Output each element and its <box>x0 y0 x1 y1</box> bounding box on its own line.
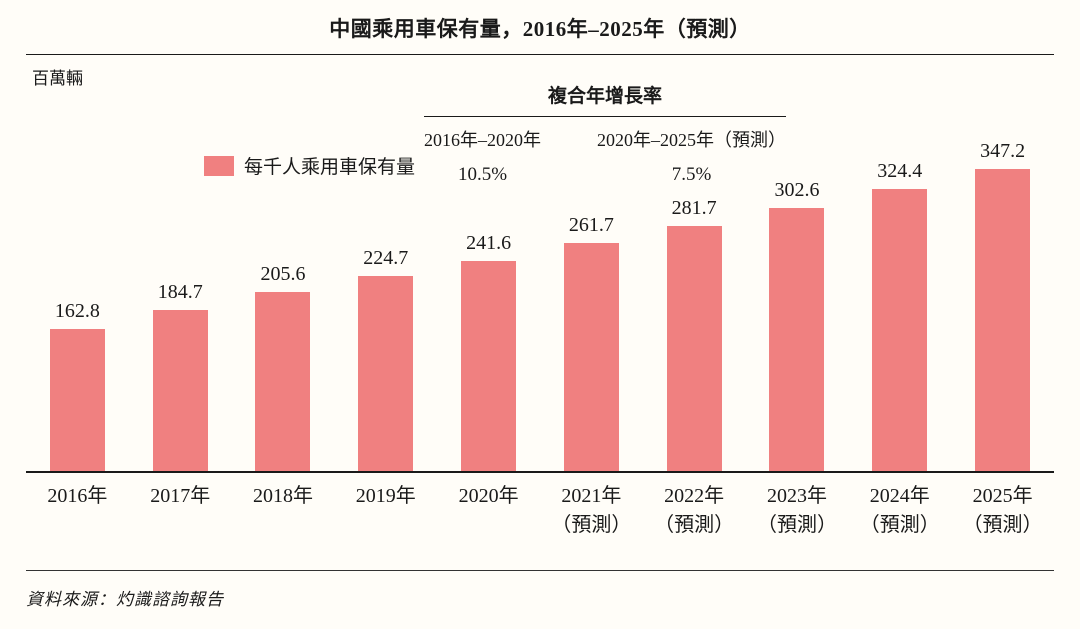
x-label-2022: 2022年 （預測） <box>643 482 746 540</box>
legend: 每千人乘用車保有量 <box>204 152 415 179</box>
x-label-2017: 2017年 <box>129 482 232 540</box>
bar-group-2025: 347.2 <box>951 140 1054 471</box>
x-label-year: 2024年 <box>869 485 930 507</box>
x-label-2020: 2020年 <box>437 482 540 540</box>
x-label-2024: 2024年 （預測） <box>848 482 951 540</box>
x-label-year: 2016年 <box>47 485 108 507</box>
bar-2017 <box>152 310 208 471</box>
bar-2023 <box>769 207 825 471</box>
x-label-2019: 2019年 <box>334 482 437 540</box>
bar-group-2016: 162.8 <box>26 300 129 471</box>
bar-2020 <box>461 260 517 471</box>
bar-value-label: 184.7 <box>157 281 203 304</box>
legend-color-swatch <box>204 155 234 176</box>
cagr-annotation-block: 複合年增長率 2016年–2020年 10.5% 2020年–2025年（預測）… <box>424 81 786 186</box>
x-label-2018: 2018年 <box>232 482 335 540</box>
bottom-rule-divider <box>26 570 1054 571</box>
x-label-year: 2021年 <box>561 485 622 507</box>
top-rule-divider <box>26 54 1054 55</box>
cagr-header: 複合年增長率 <box>424 81 786 117</box>
bar-group-2017: 184.7 <box>129 281 232 471</box>
cagr-range-label: 2016年–2020年 <box>424 130 541 150</box>
bar-group-2020: 241.6 <box>437 232 540 471</box>
legend-label: 每千人乘用車保有量 <box>244 157 416 178</box>
bar-group-2023: 302.6 <box>746 179 849 471</box>
bar-value-label: 302.6 <box>774 178 820 201</box>
bar-value-label: 281.7 <box>671 196 717 219</box>
bar-value-label: 224.7 <box>363 246 409 269</box>
bar-group-2021: 261.7 <box>540 214 643 471</box>
x-label-note: （預測） <box>859 514 940 536</box>
bar-series: 162.8 184.7 205.6 224.7 241.6 261.7 <box>26 140 1054 471</box>
x-label-note: （預測） <box>962 514 1043 536</box>
cagr-percentage: 10.5% <box>457 164 508 185</box>
cagr-period-2020-2025: 2020年–2025年（預測） 7.5% <box>597 126 786 186</box>
bar-value-label: 205.6 <box>260 263 306 286</box>
x-label-2016: 2016年 <box>26 482 129 540</box>
x-label-year: 2022年 <box>664 485 725 507</box>
bar-value-label: 241.6 <box>466 231 512 254</box>
x-label-year: 2025年 <box>972 485 1033 507</box>
x-label-note: （預測） <box>551 514 632 536</box>
bar-value-label: 162.8 <box>54 300 100 323</box>
y-axis-unit-label: 百萬輛 <box>32 69 83 88</box>
bar-group-2024: 324.4 <box>848 160 951 471</box>
bar-2019 <box>358 275 414 471</box>
x-label-2021: 2021年 （預測） <box>540 482 643 540</box>
cagr-periods: 2016年–2020年 10.5% 2020年–2025年（預測） 7.5% <box>424 126 786 186</box>
bar-group-2022: 281.7 <box>643 197 746 471</box>
x-label-2025: 2025年 （預測） <box>951 482 1054 540</box>
bar-2025 <box>975 168 1031 471</box>
bar-value-label: 347.2 <box>980 139 1026 162</box>
x-label-year: 2017年 <box>150 485 211 507</box>
bar-2018 <box>255 292 311 471</box>
bar-2022 <box>666 225 722 471</box>
cagr-percentage: 7.5% <box>671 164 712 185</box>
cagr-period-2016-2020: 2016年–2020年 10.5% <box>424 126 541 186</box>
x-label-year: 2023年 <box>766 485 827 507</box>
page-title: 中國乘用車保有量，2016年–2025年（預測） <box>329 17 751 41</box>
bar-2024 <box>872 188 928 471</box>
x-label-note: （預測） <box>756 514 837 536</box>
bar-2016 <box>49 329 105 471</box>
bar-2021 <box>563 243 619 471</box>
chart-plot-area: 百萬輛 複合年增長率 2016年–2020年 10.5% 2020年–2025年… <box>26 55 1054 473</box>
x-label-year: 2019年 <box>355 485 416 507</box>
bar-group-2018: 205.6 <box>232 263 335 471</box>
x-label-2023: 2023年 （預測） <box>746 482 849 540</box>
bar-value-label: 324.4 <box>877 159 923 182</box>
x-axis-labels: 2016年 2017年 2018年 2019年 2020年 2021年 （預測）… <box>26 482 1054 540</box>
cagr-range-label: 2020年–2025年（預測） <box>597 130 786 150</box>
x-label-note: （預測） <box>654 514 735 536</box>
bar-value-label: 261.7 <box>568 214 614 237</box>
source-note: 資料來源：灼識諮詢報告 <box>26 590 224 609</box>
x-label-year: 2018年 <box>252 485 313 507</box>
x-label-year: 2020年 <box>458 485 519 507</box>
bar-group-2019: 224.7 <box>334 246 437 471</box>
